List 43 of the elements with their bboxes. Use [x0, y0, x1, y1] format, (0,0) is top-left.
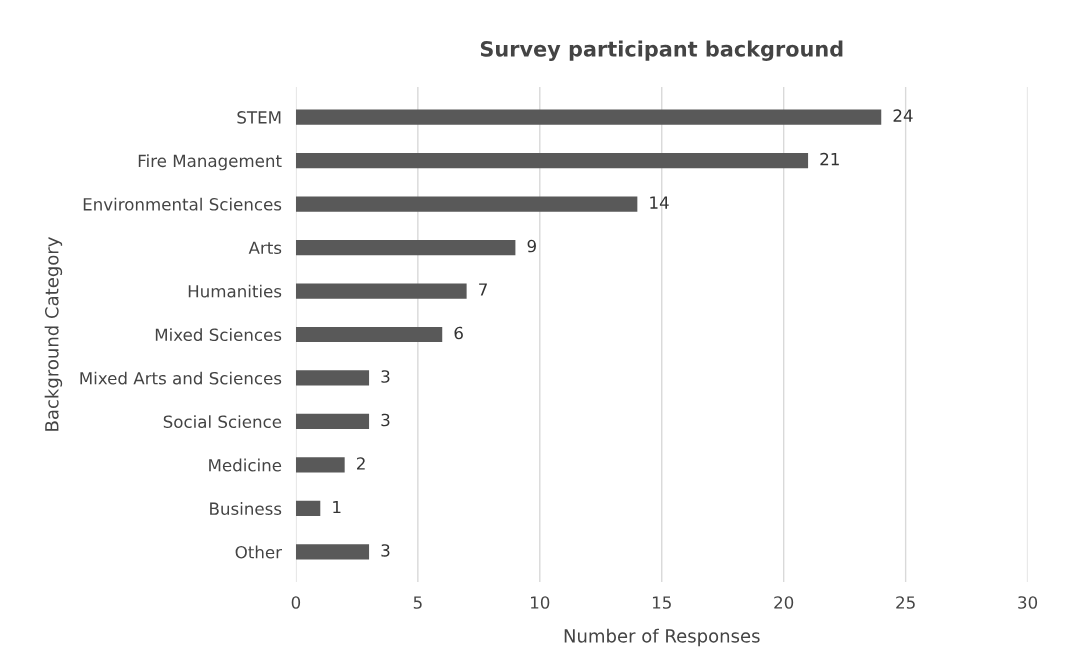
bar [295, 544, 370, 560]
y-axis-title: Background Category [44, 237, 63, 431]
y-tick-label: Business [210, 502, 282, 515]
x-tick-label: 15 [652, 596, 671, 609]
bar [295, 413, 370, 430]
x-tick-label: 20 [774, 596, 794, 609]
y-tick-label: Fire Management [138, 154, 282, 171]
chart-title: Survey participant background [480, 40, 843, 61]
y-tick-label: Mixed Arts and Sciences [80, 371, 282, 385]
y-tick-label: Arts [248, 241, 282, 255]
y-tick-label: Environmental Sciences [83, 197, 282, 211]
y-tick-label: Social Science [163, 415, 282, 429]
data-label: 3 [381, 544, 390, 557]
x-tick-label: 30 [1018, 596, 1038, 609]
x-tick-label: 5 [413, 596, 422, 609]
data-label: 24 [893, 109, 913, 122]
y-tick-label: Humanities [188, 284, 282, 298]
data-label: 3 [381, 370, 390, 383]
bar [295, 152, 809, 169]
bar [295, 109, 882, 125]
y-tick-label: Mixed Sciences [155, 328, 282, 342]
data-label: 2 [357, 457, 365, 470]
data-label: 14 [650, 196, 669, 209]
bar [295, 500, 321, 517]
data-label: 21 [820, 152, 839, 166]
bar [295, 283, 467, 299]
bar [295, 326, 443, 343]
y-tick-label: STEM [237, 111, 281, 124]
x-axis-title: Number of Responses [564, 628, 760, 647]
data-label: 6 [454, 326, 463, 340]
x-tick-label: 0 [291, 596, 301, 609]
bar [295, 457, 345, 473]
bar [295, 196, 638, 212]
y-tick-label: Medicine [209, 458, 282, 472]
x-tick-label: 10 [531, 596, 550, 609]
data-label: 1 [333, 500, 341, 514]
data-label: 9 [527, 239, 536, 253]
x-tick-label: 25 [896, 596, 915, 609]
data-label: 7 [479, 283, 487, 296]
y-tick-label: Other [235, 545, 283, 559]
bar [295, 239, 516, 256]
data-label: 3 [381, 413, 390, 427]
bar [295, 370, 370, 386]
